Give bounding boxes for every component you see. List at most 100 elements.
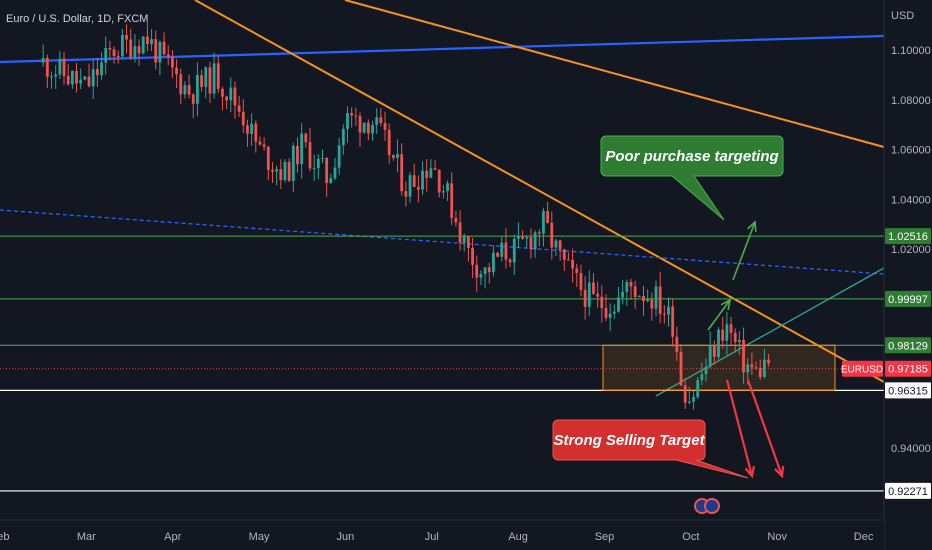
candle-body (546, 211, 550, 223)
y-tick-label: 1.10000 (891, 45, 931, 57)
candle-body (462, 236, 466, 243)
x-tick-label: Feb (0, 531, 9, 543)
dashed-blue-channel-line (0, 209, 885, 275)
time-axis-panel (0, 520, 884, 550)
candle-body (316, 158, 320, 169)
candle-body (41, 58, 45, 63)
candle-body (571, 259, 575, 269)
candle-body (171, 56, 174, 68)
candle-body (621, 291, 625, 298)
candle-body (758, 367, 762, 378)
candle-body (312, 168, 316, 170)
price-tags-layer: 1.02516 0.99997 0.98129 0.96315 0.92271 EURUS… (694, 228, 931, 514)
candle-body (204, 67, 208, 87)
bullish-arrow-short-shaft (707, 299, 731, 331)
candle-body (450, 183, 454, 219)
candle-body (454, 218, 458, 223)
candle-body (283, 162, 287, 181)
candle-body (366, 122, 370, 134)
candle-body (287, 162, 291, 181)
candle-body (341, 128, 345, 146)
candle-body (500, 242, 504, 257)
candle-body (529, 237, 533, 250)
x-tick-label: Sep (595, 531, 615, 543)
descending-orange-trendline (194, 0, 885, 383)
candle-body (508, 259, 512, 263)
bearish-arrow-two-head (774, 465, 785, 479)
candle-body (308, 142, 312, 169)
candle-body (537, 232, 541, 234)
candle-body (708, 345, 712, 367)
candle-body (479, 274, 483, 278)
candle-body (671, 306, 675, 337)
candle-body (604, 308, 608, 318)
y-tick-label: 0.94000 (891, 443, 931, 455)
candle-body (150, 39, 153, 45)
last-price-tag (885, 360, 931, 377)
candle-body (91, 69, 95, 87)
candle-body (737, 339, 741, 343)
candle-body (233, 87, 237, 106)
candle-body (600, 296, 604, 309)
candle-body (254, 123, 258, 142)
candle-body (291, 145, 295, 181)
candle-body (387, 129, 391, 156)
candle-body (120, 34, 124, 57)
buy-callout-box (600, 135, 784, 221)
candle-body (179, 74, 183, 95)
candle-body (633, 286, 637, 297)
candle-body (692, 396, 695, 402)
candle-body (108, 47, 112, 50)
candle-body (166, 54, 170, 57)
symbol-tag-text: EURUSD (841, 365, 883, 376)
candle-body (45, 58, 49, 77)
candle-body (321, 158, 324, 160)
x-tick-label: Oct (682, 531, 699, 543)
y-tick-label: 1.04000 (891, 194, 931, 206)
arrows-layer (707, 220, 785, 479)
candle-body (542, 211, 545, 234)
candle-body (425, 170, 429, 178)
level-price-tag-text: 0.99997 (888, 294, 928, 306)
candle-body (742, 339, 745, 373)
candle-body (246, 125, 249, 134)
candle-body (592, 282, 595, 294)
candle-body (208, 67, 212, 94)
candle-body (375, 117, 379, 125)
candle-body (662, 313, 666, 315)
candle-body (637, 296, 641, 298)
candle-body (396, 154, 399, 158)
last-price-tag-text: 0.97185 (888, 364, 928, 376)
candle-body (354, 115, 358, 117)
candle-body (379, 117, 383, 124)
candle-body (483, 267, 487, 275)
candle-body (187, 85, 191, 95)
candle-body (116, 56, 120, 58)
candle-body (296, 145, 299, 165)
candle-body (337, 145, 341, 168)
level-price-tag-text: 0.92271 (888, 486, 928, 498)
candle-body (421, 170, 424, 190)
candle-body (75, 70, 78, 84)
candle-body (112, 49, 116, 57)
candle-body (58, 58, 62, 75)
trendlines-layer (0, 0, 885, 397)
candle-body (587, 282, 591, 307)
candle-body (437, 169, 441, 193)
candle-body (137, 46, 141, 54)
candle-body (271, 169, 274, 172)
candle-body (750, 364, 754, 368)
candle-body (212, 63, 216, 94)
candle-body (746, 364, 750, 373)
candle-body (575, 268, 579, 274)
candle-body (700, 374, 704, 381)
candle-body (441, 191, 445, 193)
candle-body (487, 267, 491, 273)
candle-body (625, 281, 629, 292)
candle-body (650, 299, 654, 309)
us-flag-event-icon (704, 498, 720, 514)
candle-body (729, 324, 733, 333)
candle-body (612, 311, 616, 314)
